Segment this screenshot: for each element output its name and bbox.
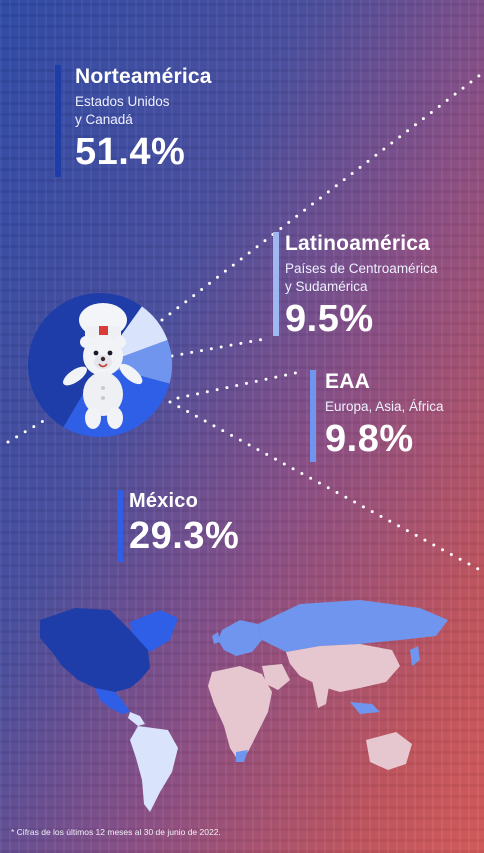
map-japon — [410, 646, 420, 666]
map-sudafrica — [236, 750, 248, 762]
footnote: * Cifras de los últimos 12 meses al 30 d… — [11, 827, 221, 837]
region-percent-norteamerica: 51.4% — [75, 131, 186, 173]
region-subtitle-eaa: Europa, Asia, África — [325, 399, 444, 414]
map-australia — [366, 732, 412, 770]
map-norteamerica — [40, 608, 150, 692]
connector-line-norteamerica — [160, 73, 482, 322]
region-subtitle-line2: y Canadá — [75, 112, 133, 127]
map-mexico — [95, 688, 130, 714]
map-greenland — [130, 610, 178, 652]
pie-slice-eaa — [100, 340, 173, 384]
map-asia-norte — [258, 600, 448, 652]
region-title-eaa: EAA — [325, 370, 370, 393]
region-percent-mexico: 29.3% — [129, 515, 240, 557]
world-map — [40, 600, 448, 812]
map-sudeste-asiatico — [350, 702, 380, 714]
connector-line-mexico — [168, 400, 482, 572]
region-bar-latinoamerica — [273, 232, 279, 336]
region-title-latinoamerica: Latinoamérica — [285, 232, 430, 255]
map-sudamerica — [130, 726, 178, 812]
region-eaa: EAA Europa, Asia, África 9.8% — [310, 370, 444, 462]
pie-chart — [25, 290, 175, 440]
connector-line-latinoamerica — [170, 336, 272, 358]
region-bar-norteamerica — [55, 65, 61, 177]
region-latinoamerica: Latinoamérica Países de Centroamérica y … — [273, 232, 437, 341]
bear-chef-mascot-icon — [63, 303, 143, 429]
region-norteamerica: Norteamérica Estados Unidos y Canadá 51.… — [55, 65, 212, 177]
region-title-mexico: México — [129, 490, 199, 512]
map-uk — [212, 632, 220, 644]
region-mexico: México 29.3% — [117, 490, 240, 562]
pie-chart-svg — [27, 292, 173, 438]
region-bar-eaa — [310, 370, 316, 462]
map-medio-oriente — [262, 664, 290, 690]
region-subtitle-line2: y Sudamérica — [285, 279, 368, 294]
region-title-norteamerica: Norteamérica — [75, 65, 212, 88]
connector-line-eaa — [176, 370, 302, 400]
region-percent-eaa: 9.8% — [325, 418, 414, 460]
region-subtitle-norteamerica: Estados Unidos y Canadá — [75, 93, 212, 129]
region-subtitle-line1: Países de Centroamérica — [285, 261, 438, 276]
region-bar-mexico — [117, 490, 123, 562]
region-subtitle-line1: Estados Unidos — [75, 94, 170, 109]
map-europa — [218, 620, 262, 656]
map-asia-sur — [286, 644, 400, 692]
region-percent-latinoamerica: 9.5% — [285, 298, 374, 340]
map-india — [312, 680, 330, 708]
map-africa — [208, 666, 272, 760]
map-centroamerica — [128, 712, 145, 726]
region-subtitle-latinoamerica: Países de Centroamérica y Sudamérica — [285, 260, 437, 296]
